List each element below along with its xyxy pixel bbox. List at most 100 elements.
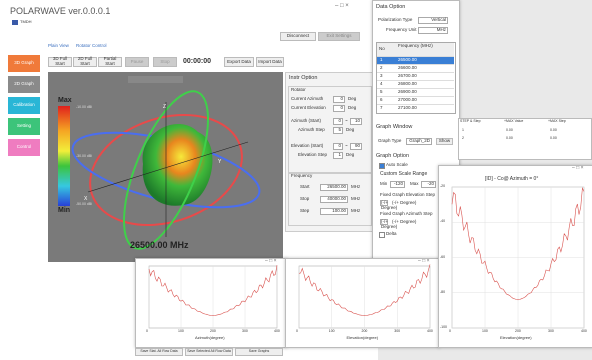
label: -30.00 dBi (76, 155, 92, 159)
button[interactable]: Exit Settings (318, 32, 360, 41)
label: Max (410, 182, 419, 187)
checkbox[interactable] (379, 163, 385, 169)
label: Delta (386, 232, 397, 237)
screen: – □ × POLARWAVE ver.0.0.0.1TMDHDisconnec… (0, 0, 592, 360)
input-box[interactable]: 5 (333, 127, 343, 134)
label: 300 (548, 330, 554, 334)
button[interactable]: 2D Full Start (73, 57, 97, 67)
input-box[interactable]: Vertical (418, 17, 448, 24)
label: Custom Scale Range (380, 172, 427, 178)
input-box[interactable]: MHz (418, 27, 448, 34)
label: 7 (380, 106, 383, 111)
button[interactable]: Setting (8, 118, 40, 135)
label: Max (58, 97, 72, 105)
label: 26800.00 (398, 82, 417, 87)
label: 4 (380, 82, 383, 87)
label: 6 (380, 98, 383, 103)
label: 26500.00 (398, 58, 417, 63)
label: 27000.00 (398, 98, 417, 103)
label: Elevation(degree) (347, 336, 379, 340)
label: (-/+ Degree) (392, 201, 416, 206)
view-icons[interactable] (128, 76, 183, 83)
input-box[interactable]: (-/+ Degree) (380, 219, 388, 225)
label: Z (163, 105, 166, 111)
label: Plain View (48, 44, 69, 49)
button[interactable]: Control (8, 139, 40, 156)
label: 0.00 (550, 129, 557, 133)
label: Start (300, 185, 310, 190)
label: 100 (329, 330, 335, 334)
button[interactable]: Save Stat. All Row Data (135, 348, 183, 356)
button[interactable]: 3D Full Start (48, 57, 72, 67)
window-controls[interactable]: – □ × (418, 259, 430, 265)
input-box[interactable]: -120 (390, 181, 405, 188)
label: -50.00 dBi (76, 203, 92, 207)
label: (-/+ Degree) (392, 220, 416, 225)
label: 200 (515, 330, 521, 334)
button[interactable]: Import Data (256, 57, 284, 67)
label: 100 (482, 330, 488, 334)
label: 200 (210, 330, 216, 334)
label: 26700.00 (398, 74, 417, 79)
button[interactable]: Save Selected All Row Data (185, 348, 233, 356)
input-box[interactable]: -20 (421, 181, 436, 188)
label: -60 (440, 256, 445, 260)
label: 2 (380, 66, 383, 71)
button[interactable]: 2D Graph (8, 76, 40, 93)
color-bar (58, 106, 70, 206)
input-box[interactable]: 10 (350, 118, 362, 125)
label: Graph Option (376, 153, 409, 159)
button[interactable]: Show (436, 138, 453, 145)
label: 0.00 (550, 137, 557, 141)
label: 27100.00 (398, 106, 417, 111)
label: Azimuth (Start) (291, 119, 321, 124)
input-box[interactable]: 26500.00 (320, 184, 348, 191)
label: 300 (394, 330, 400, 334)
input-box[interactable]: 90 (350, 143, 362, 150)
window-controls[interactable]: – □ × (265, 259, 277, 265)
input-box[interactable]: 100.00 (320, 208, 348, 215)
label: 2 (462, 137, 464, 141)
label: POLARWAVE ver.0.0.0.1 (10, 7, 110, 17)
input-box[interactable]: 0 (333, 143, 343, 150)
label: 100 (178, 330, 184, 334)
label: Deg (348, 106, 356, 111)
label: Data Option (376, 4, 405, 10)
label: 400 (427, 330, 433, 334)
window-controls[interactable]: – □ × (572, 166, 584, 172)
button[interactable]: Calibration (8, 97, 40, 114)
label: [ID] - Co@ Azimuth = 0° (485, 177, 538, 183)
input-box[interactable]: 0 (333, 96, 345, 103)
window-controls[interactable]: – □ × (335, 3, 349, 10)
input-box[interactable]: Graph_2D (406, 138, 432, 145)
button[interactable]: Export Data (224, 57, 254, 67)
label: Fixed Graph Azimuth Step (380, 212, 433, 217)
button[interactable]: Disconnect (280, 32, 316, 41)
label: Fixed Graph Elevation Step (380, 193, 435, 198)
input-box[interactable]: 0 (333, 118, 343, 125)
button[interactable]: Pause (125, 57, 149, 67)
label: 0 (146, 330, 148, 334)
label: -80 (440, 291, 445, 295)
label: Current Elevation (291, 106, 326, 111)
label: Instr Option (289, 75, 317, 81)
label: +MAX Step (548, 120, 566, 124)
input-box[interactable]: (-/+ Degree) (380, 200, 388, 206)
label: Graph Type (378, 139, 401, 144)
button[interactable]: Partial Start (98, 57, 122, 67)
button[interactable]: Save Graphs (235, 348, 283, 356)
input-box[interactable]: 0 (333, 105, 345, 112)
label: Rotator Control (76, 44, 107, 49)
label: 300 (242, 330, 248, 334)
checkbox[interactable] (379, 232, 385, 238)
label: MHz (351, 209, 360, 214)
label: 26500.00 MHz (130, 241, 189, 251)
input-box[interactable]: 1 (333, 152, 343, 159)
button[interactable]: 3D Graph (8, 55, 40, 72)
label: X (84, 197, 87, 203)
input-box[interactable]: 40000.00 (320, 196, 348, 203)
label: ~ (345, 144, 348, 149)
button[interactable]: Stop (153, 57, 177, 67)
label: No (379, 47, 385, 52)
label: 00:00:00 (183, 58, 211, 66)
